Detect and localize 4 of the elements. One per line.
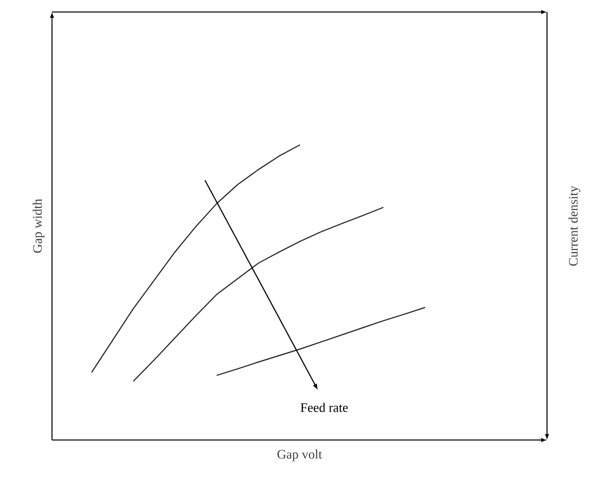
y-axis-title: Gap width [32,198,44,253]
text: Current density [568,186,580,266]
x-axis-title: Gap volt [277,450,322,462]
annotation: Feed rate [300,402,348,412]
